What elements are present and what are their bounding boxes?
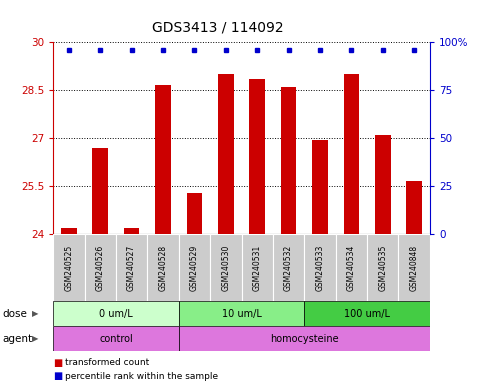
Text: ▶: ▶	[31, 310, 38, 318]
Text: control: control	[99, 334, 133, 344]
Text: GSM240533: GSM240533	[315, 245, 325, 291]
Text: homocysteine: homocysteine	[270, 334, 339, 344]
Text: GSM240532: GSM240532	[284, 245, 293, 291]
Bar	[304, 234, 336, 301]
Bar	[210, 234, 242, 301]
Bar	[92, 148, 108, 234]
Bar	[53, 301, 179, 326]
Bar	[124, 228, 140, 234]
Text: GSM240525: GSM240525	[64, 245, 73, 291]
Text: 100 um/L: 100 um/L	[344, 309, 390, 319]
Bar	[218, 74, 234, 234]
Bar	[116, 234, 147, 301]
Bar	[375, 135, 391, 234]
Bar	[61, 228, 77, 234]
Text: 0 um/L: 0 um/L	[99, 309, 133, 319]
Text: GSM240528: GSM240528	[158, 245, 168, 291]
Bar	[147, 234, 179, 301]
Text: GSM240534: GSM240534	[347, 245, 356, 291]
Bar	[155, 86, 171, 234]
Text: dose: dose	[2, 309, 28, 319]
Text: GSM240529: GSM240529	[190, 245, 199, 291]
Bar	[179, 234, 210, 301]
Bar	[85, 234, 116, 301]
Text: GSM240530: GSM240530	[221, 245, 230, 291]
Bar	[406, 182, 422, 234]
Text: agent: agent	[2, 334, 32, 344]
Bar	[179, 301, 304, 326]
Bar	[53, 326, 179, 351]
Bar	[242, 234, 273, 301]
Bar	[398, 234, 430, 301]
Text: GDS3413 / 114092: GDS3413 / 114092	[152, 21, 283, 35]
Bar	[249, 79, 265, 234]
Bar	[312, 140, 328, 234]
Text: ■: ■	[53, 371, 62, 381]
Bar	[343, 74, 359, 234]
Bar	[53, 234, 85, 301]
Bar	[273, 234, 304, 301]
Text: percentile rank within the sample: percentile rank within the sample	[65, 372, 218, 381]
Text: ▶: ▶	[31, 334, 38, 343]
Bar	[179, 326, 430, 351]
Text: GSM240526: GSM240526	[96, 245, 105, 291]
Text: ■: ■	[53, 358, 62, 368]
Text: GSM240531: GSM240531	[253, 245, 262, 291]
Text: GSM240535: GSM240535	[378, 245, 387, 291]
Text: GSM240527: GSM240527	[127, 245, 136, 291]
Bar	[336, 234, 367, 301]
Bar	[367, 234, 398, 301]
Text: transformed count: transformed count	[65, 358, 149, 367]
Bar	[304, 301, 430, 326]
Text: GSM240848: GSM240848	[410, 245, 419, 291]
Text: 10 um/L: 10 um/L	[222, 309, 261, 319]
Bar	[281, 87, 297, 234]
Bar	[186, 193, 202, 234]
